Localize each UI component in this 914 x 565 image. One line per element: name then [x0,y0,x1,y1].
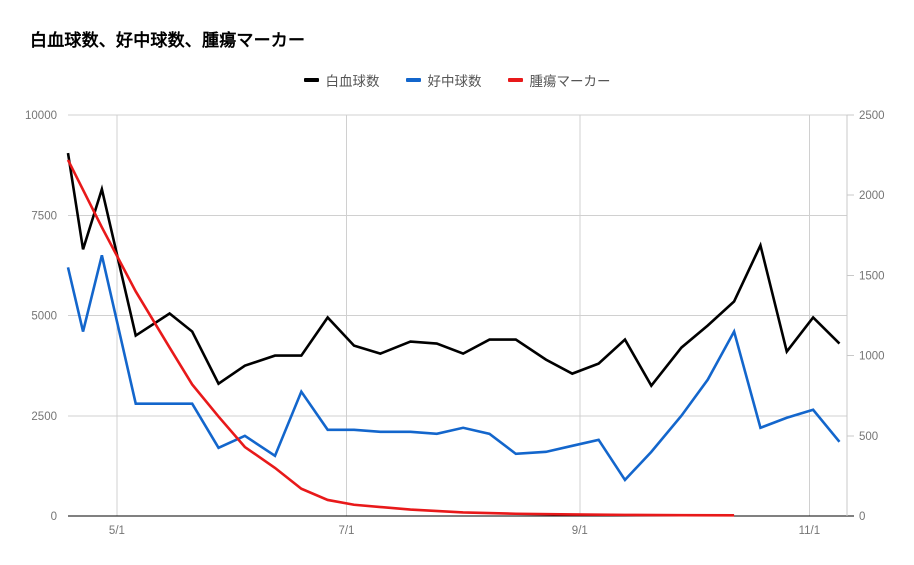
tick-labels: 0 2500 5000 7500 10000 0 500 1000 1500 2000 2500 5/… [25,110,885,537]
series-line-tumor-marker [66,159,735,517]
y-axis-left-tick-label: 2500 [31,411,57,423]
legend-item-wbc[interactable]: 白血球数 [303,70,380,90]
x-axis-tick-label: 11/1 [799,525,821,537]
x-axis-tick-label: 7/1 [338,525,354,537]
series-line-wbc [66,152,841,388]
x-axis-tick-label: 9/1 [572,525,588,537]
y-axis-left-tick-label: 7500 [31,210,57,222]
legend-item-neutrophil[interactable]: 好中球数 [405,70,482,90]
legend-swatch-tumor-marker [507,78,523,82]
y-axis-right-tick-label: 2000 [859,190,885,202]
y-axis-right-tick-label: 2500 [859,110,885,122]
legend-swatch-wbc [303,78,319,82]
legend-label-wbc: 白血球数 [325,74,380,89]
y-axis-right-tick-label: 1000 [859,351,885,363]
y-axis-right-tick-label: 0 [859,511,865,523]
y-axis-right-tick-label: 1500 [859,270,885,282]
y-axis-left-tick-label: 0 [51,511,57,523]
legend-swatch-neutrophil [405,78,421,82]
y-axis-left-tick-label: 10000 [25,110,57,122]
series-lines [66,152,841,517]
y-axis-left-tick-label: 5000 [31,311,57,323]
series-line-neutrophil [66,255,841,483]
gridlines [68,114,847,516]
chart-legend: 白血球数 好中球数 腫瘍マーカー [0,70,914,90]
legend-label-tumor-marker: 腫瘍マーカー [529,74,611,89]
y-axis-right-tick-label: 500 [859,431,878,443]
legend-label-neutrophil: 好中球数 [427,74,482,89]
chart-title: 白血球数、好中球数、腫瘍マーカー [30,31,306,50]
x-axis-tick-label: 5/1 [109,525,125,537]
legend-item-tumor-marker[interactable]: 腫瘍マーカー [507,70,611,90]
